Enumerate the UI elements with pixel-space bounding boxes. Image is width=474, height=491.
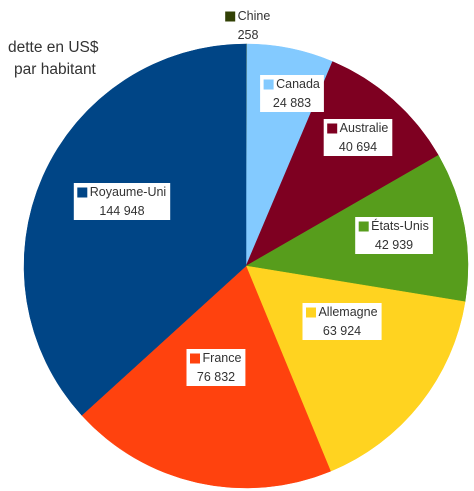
slice-value--tats-unis: 42 939 (375, 238, 413, 252)
slice-label-canada: Canada 24 883 (260, 75, 324, 112)
slice-label-box-royaume-uni (73, 183, 171, 220)
slice-value-australie: 40 694 (339, 140, 377, 154)
legend-swatch-canada (263, 79, 274, 90)
slice-labels: Chine 258 Canada 24 883 Australie 40 694 États… (73, 9, 433, 386)
slice-name-royaume-uni: Royaume-Uni (90, 185, 166, 199)
slice-name-australie: Australie (340, 121, 389, 135)
legend-swatch-allemagne (306, 307, 316, 318)
slice-label-chine: Chine 258 (225, 9, 271, 42)
slice-label--tats-unis: États-Unis 42 939 (355, 217, 433, 254)
slice-value-france: 76 832 (197, 370, 235, 384)
legend-swatch-australie (327, 123, 338, 134)
legend-swatch--tats-unis (358, 221, 369, 232)
slice-name--tats-unis: États-Unis (371, 218, 429, 233)
slice-label-royaume-uni: Royaume-Uni 144 948 (73, 183, 171, 220)
slice-label-france: France 76 832 (186, 349, 246, 386)
slice-value-canada: 24 883 (273, 96, 311, 110)
slice-value-chine: 258 (238, 28, 259, 42)
pie-slices (23, 43, 469, 489)
slice-label-australie: Australie 40 694 (323, 119, 393, 156)
slice-name-allemagne: Allemagne (318, 305, 377, 319)
pie-slice-royaume-uni (23, 43, 247, 416)
legend-swatch-france (190, 353, 200, 364)
slice-label-allemagne: Allemagne 63 924 (302, 303, 382, 340)
chart-title-line-2: par habitant (14, 61, 97, 78)
slice-value-royaume-uni: 144 948 (99, 204, 144, 218)
slice-name-chine: Chine (238, 9, 271, 23)
chart-title: dette en US$ par habitant (8, 39, 99, 78)
chart-title-line-1: dette en US$ (8, 39, 99, 56)
slice-name-canada: Canada (276, 77, 320, 91)
legend-swatch-royaume-uni (77, 187, 88, 198)
slice-name-france: France (203, 351, 242, 365)
slice-value-allemagne: 63 924 (323, 324, 361, 338)
legend-swatch-chine (225, 11, 236, 22)
pie-slice-allemagne (245, 265, 466, 472)
pie-slice-australie (245, 61, 439, 267)
